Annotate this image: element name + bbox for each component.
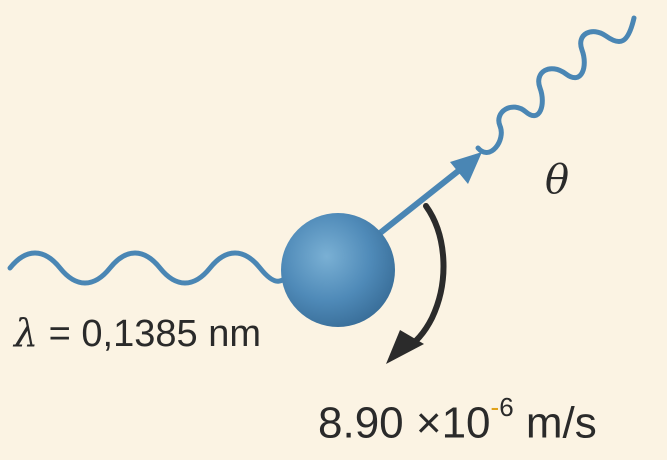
angle-arrowhead-icon — [386, 330, 424, 364]
particle-sphere-icon — [281, 213, 395, 327]
velocity-exponent: -6 — [491, 392, 514, 422]
wavelength-label: λ = 0,1385 nm — [14, 314, 261, 353]
velocity-unit: m/s — [525, 398, 597, 448]
wavelength-equals: = — [48, 313, 71, 355]
angle-label: θ — [545, 157, 570, 203]
wavelength-unit: nm — [208, 313, 262, 355]
scattered-wave-icon — [475, 15, 637, 155]
wavelength-symbol: λ — [14, 311, 39, 355]
velocity-exponent-value: 6 — [499, 392, 514, 422]
velocity-label: 8.90 ×10-6 m/s — [318, 394, 597, 448]
velocity-exponent-sign: - — [490, 392, 500, 422]
velocity-mantissa: 8.90 — [318, 398, 404, 448]
velocity-times: ×10 — [415, 398, 491, 448]
incident-wave-icon — [7, 250, 295, 286]
wavelength-value: 0,1385 — [81, 313, 198, 355]
recoil-arrow-icon — [372, 165, 465, 240]
angle-arc-icon — [401, 203, 447, 353]
recoil-arrowhead-icon — [450, 152, 482, 184]
